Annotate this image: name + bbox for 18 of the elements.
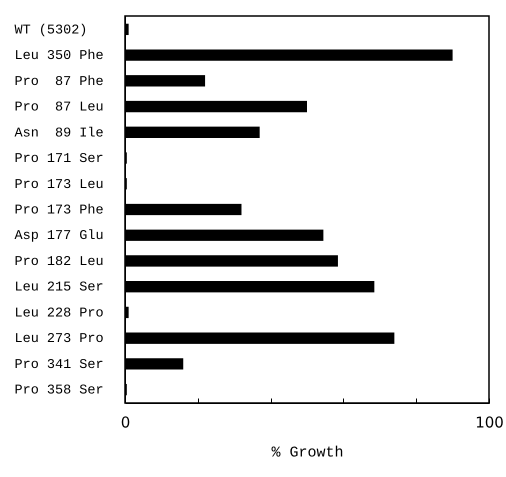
y-tick-label: Leu 273 Pro: [14, 332, 104, 348]
x-tick-label: 0: [120, 414, 130, 432]
y-tick-label: WT (5302): [14, 23, 88, 38]
y-tick-label: Pro 358 Ser: [14, 384, 104, 399]
y-tick-label: Pro 182 Leu: [14, 254, 104, 270]
y-tick-label: Pro 171 Ser: [14, 152, 104, 168]
y-tick-label: Pro 173 Leu: [14, 178, 104, 193]
y-tick-label: Pro 341 Ser: [14, 358, 104, 373]
y-tick-label: Leu 350 Phe: [14, 49, 104, 64]
x-tick-label: 100: [475, 414, 504, 432]
y-tick-label: Asn 89 Ile: [14, 126, 104, 142]
y-tick-label: Pro 87 Leu: [14, 100, 104, 116]
y-tick-label: Leu 228 Pro: [14, 306, 104, 322]
y-tick-label: Asp 177 Glu: [14, 229, 104, 244]
y-tick-label: Leu 215 Ser: [14, 280, 104, 296]
y-tick-label: Pro 173 Phe: [14, 204, 104, 218]
x-axis-title: % Growth: [271, 444, 344, 462]
y-tick-label: Pro 87 Phe: [14, 74, 104, 90]
